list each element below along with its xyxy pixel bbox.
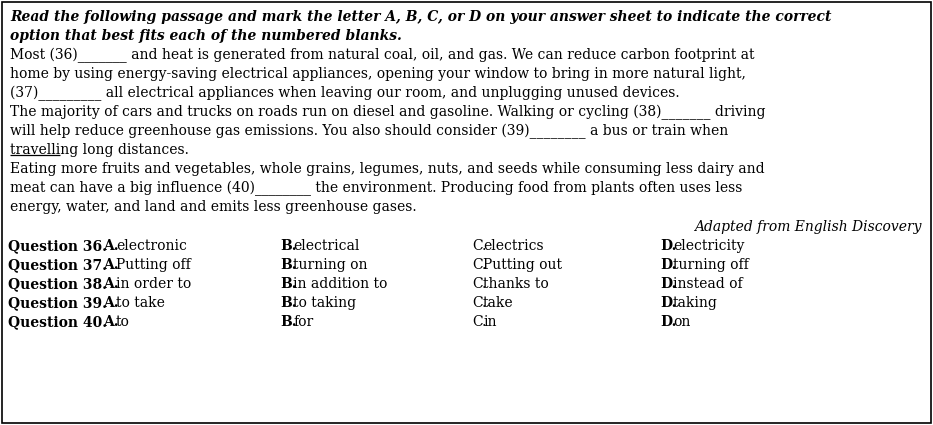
Text: Question 36.: Question 36. bbox=[8, 239, 107, 253]
Text: D.: D. bbox=[660, 296, 676, 310]
Text: electronic: electronic bbox=[116, 239, 187, 253]
Text: B.: B. bbox=[280, 258, 297, 272]
Text: to taking: to taking bbox=[293, 296, 356, 310]
Text: instead of: instead of bbox=[673, 277, 743, 291]
Text: D.: D. bbox=[660, 277, 676, 291]
Text: Question 40.: Question 40. bbox=[8, 315, 107, 329]
Text: Adapted from English Discovery: Adapted from English Discovery bbox=[694, 220, 922, 234]
Text: C.: C. bbox=[472, 277, 486, 291]
Text: C.: C. bbox=[472, 258, 486, 272]
Text: Question 39.: Question 39. bbox=[8, 296, 107, 310]
Text: option that best fits each of the numbered blanks.: option that best fits each of the number… bbox=[10, 29, 402, 43]
Text: D.: D. bbox=[660, 239, 676, 253]
Text: Putting off: Putting off bbox=[116, 258, 190, 272]
Text: A.: A. bbox=[103, 296, 118, 310]
Text: thanks to: thanks to bbox=[483, 277, 549, 291]
Text: The majority of cars and trucks on roads run on diesel and gasoline. Walking or : The majority of cars and trucks on roads… bbox=[10, 105, 765, 120]
Text: A.: A. bbox=[103, 315, 118, 329]
Text: A.: A. bbox=[103, 277, 118, 291]
Text: meat can have a big influence (40)________ the environment. Producing food from : meat can have a big influence (40)______… bbox=[10, 181, 743, 196]
Text: will help reduce greenhouse gas emissions. You also should consider (39)________: will help reduce greenhouse gas emission… bbox=[10, 124, 729, 139]
Text: C.: C. bbox=[472, 239, 486, 253]
Text: D.: D. bbox=[660, 315, 676, 329]
Text: B.: B. bbox=[280, 315, 297, 329]
Text: to take: to take bbox=[116, 296, 165, 310]
Text: (37)_________ all electrical appliances when leaving our room, and unplugging un: (37)_________ all electrical appliances … bbox=[10, 86, 679, 101]
Text: Read the following passage and mark the letter A, B, C, or D on your answer shee: Read the following passage and mark the … bbox=[10, 10, 831, 24]
Text: A.: A. bbox=[103, 239, 118, 253]
Text: electrics: electrics bbox=[483, 239, 544, 253]
Text: Putting out: Putting out bbox=[483, 258, 562, 272]
Text: taking: taking bbox=[673, 296, 717, 310]
Text: Most (36)_______ and heat is generated from natural coal, oil, and gas. We can r: Most (36)_______ and heat is generated f… bbox=[10, 48, 755, 63]
Text: electrical: electrical bbox=[293, 239, 359, 253]
Text: B.: B. bbox=[280, 296, 297, 310]
Text: turning on: turning on bbox=[293, 258, 368, 272]
Text: in: in bbox=[483, 315, 496, 329]
Text: on: on bbox=[673, 315, 690, 329]
Text: home by using energy-saving electrical appliances, opening your window to bring : home by using energy-saving electrical a… bbox=[10, 67, 745, 81]
Text: take: take bbox=[483, 296, 514, 310]
Text: for: for bbox=[293, 315, 313, 329]
Text: D.: D. bbox=[660, 258, 676, 272]
Text: B.: B. bbox=[280, 239, 297, 253]
Text: in addition to: in addition to bbox=[293, 277, 387, 291]
Text: electricity: electricity bbox=[673, 239, 745, 253]
Text: C.: C. bbox=[472, 296, 486, 310]
Text: travelling long distances.: travelling long distances. bbox=[10, 143, 188, 157]
Text: Question 38.: Question 38. bbox=[8, 277, 107, 291]
Text: in order to: in order to bbox=[116, 277, 191, 291]
Text: C.: C. bbox=[472, 315, 486, 329]
Text: to: to bbox=[116, 315, 130, 329]
Text: B.: B. bbox=[280, 277, 297, 291]
Text: Eating more fruits and vegetables, whole grains, legumes, nuts, and seeds while : Eating more fruits and vegetables, whole… bbox=[10, 162, 765, 176]
Text: Question 37.: Question 37. bbox=[8, 258, 107, 272]
Text: energy, water, and land and emits less greenhouse gases.: energy, water, and land and emits less g… bbox=[10, 200, 417, 214]
Text: A.: A. bbox=[103, 258, 118, 272]
Text: turning off: turning off bbox=[673, 258, 749, 272]
